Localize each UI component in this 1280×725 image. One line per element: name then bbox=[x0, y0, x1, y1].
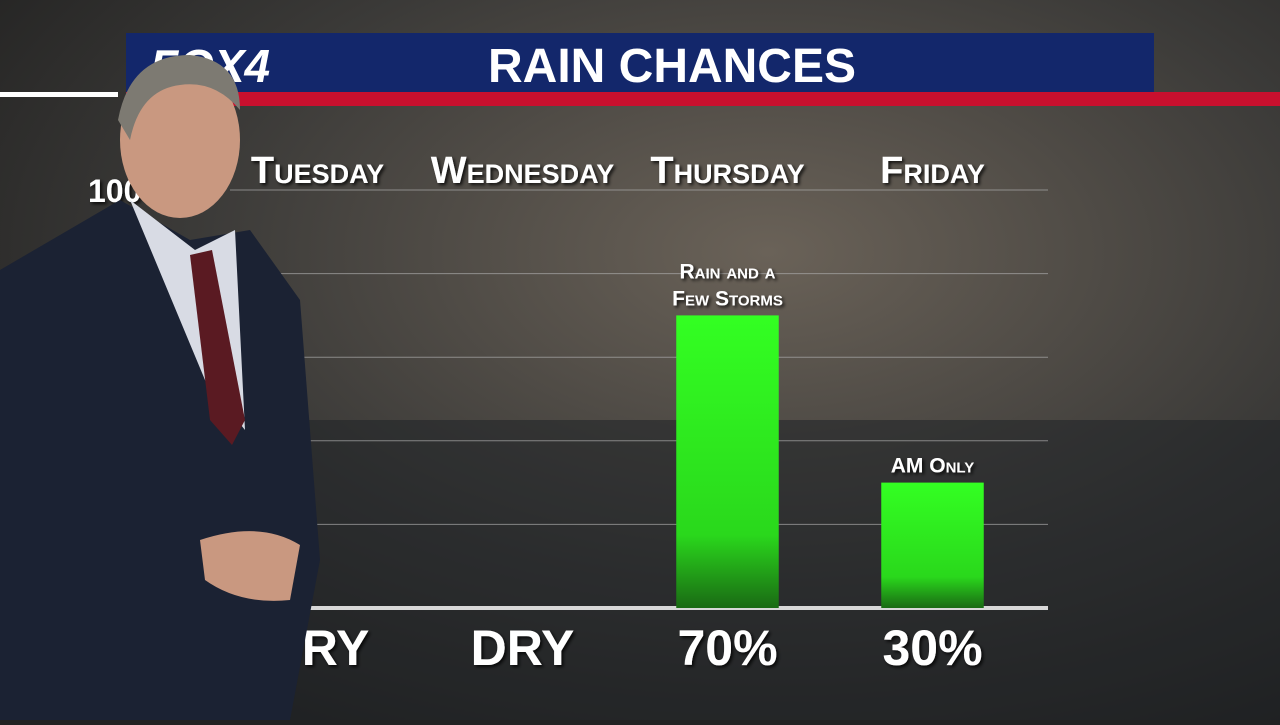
x-tick-label: Wednesday bbox=[431, 150, 614, 192]
title-line bbox=[0, 92, 118, 97]
bar bbox=[676, 315, 779, 608]
value-label: 70% bbox=[677, 620, 777, 676]
value-label: 30% bbox=[882, 620, 982, 676]
presenter bbox=[0, 55, 320, 720]
x-tick-label: Friday bbox=[880, 150, 985, 192]
chart-title: RAIN CHANCES bbox=[488, 40, 856, 93]
x-tick-label: Thursday bbox=[650, 150, 804, 192]
title-bar bbox=[126, 33, 1154, 93]
bar bbox=[881, 482, 984, 608]
title-stripe bbox=[126, 92, 1280, 106]
annotation: AM Only bbox=[891, 455, 974, 478]
x-tick-label: Tuesday bbox=[251, 150, 384, 192]
value-label: DRY bbox=[471, 620, 575, 676]
annotation: Rain and a Few Storms bbox=[672, 260, 783, 310]
